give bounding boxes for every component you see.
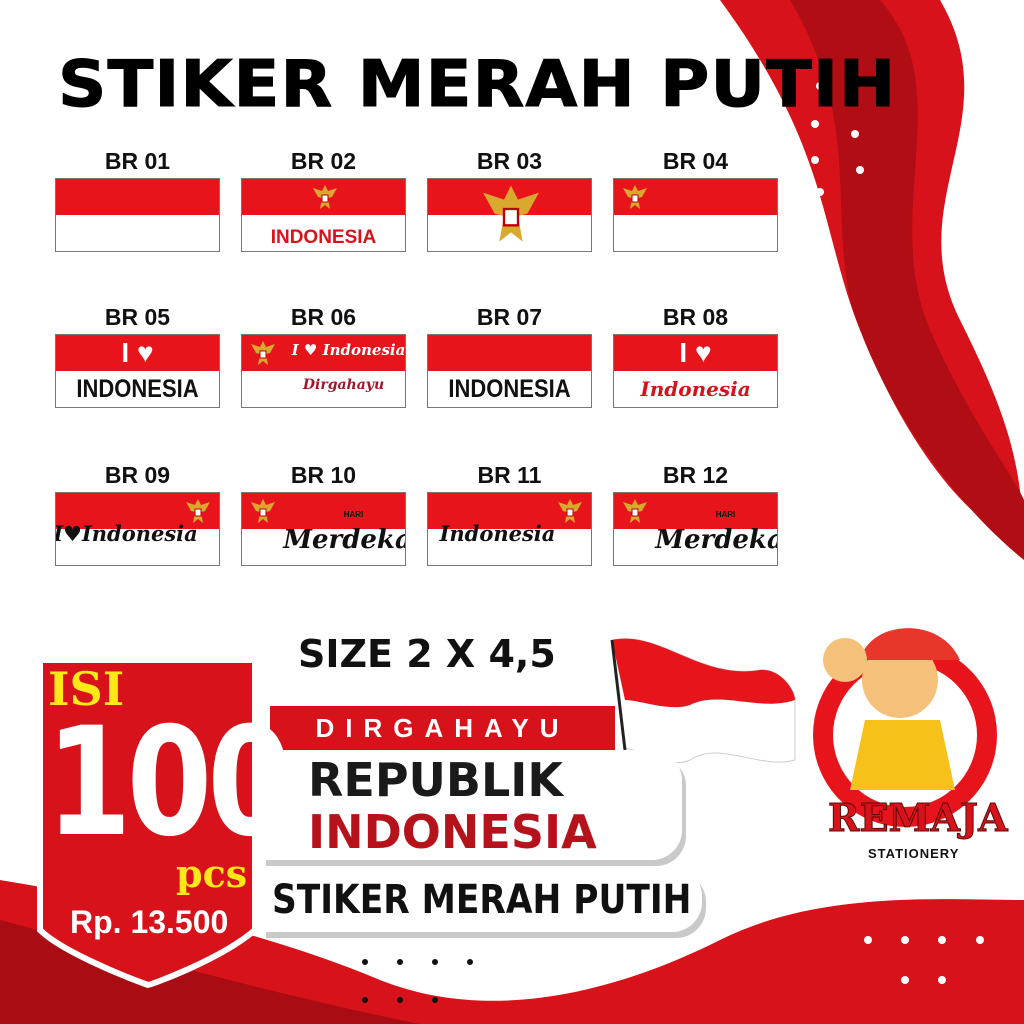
garuda-emblem-icon xyxy=(185,497,211,527)
sticker-text: I ♥ xyxy=(121,337,154,368)
sticker-code: BR 07 xyxy=(476,304,543,330)
sticker-9[interactable]: I♥Indonesia xyxy=(55,492,220,566)
sticker-10[interactable]: HARI Merdeka xyxy=(241,492,406,566)
badge-unit: pcs xyxy=(176,851,248,896)
sticker-text: HARI xyxy=(715,510,736,519)
sticker-text: Indonesia xyxy=(439,521,556,546)
garuda-emblem-icon xyxy=(622,183,648,213)
garuda-emblem-icon xyxy=(557,497,583,527)
sticker-text: Merdeka xyxy=(655,525,778,555)
badge-isi: ISI xyxy=(48,662,125,716)
sticker-code: BR 08 xyxy=(662,304,729,330)
sticker-text: Dirgahayu xyxy=(302,377,385,393)
sticker-code: BR 11 xyxy=(477,462,542,488)
sticker-2[interactable]: INDONESIA xyxy=(241,178,406,252)
banner-republik: REPUBLIK xyxy=(308,753,564,807)
garuda-emblem-icon xyxy=(250,339,276,369)
sticker-5[interactable]: I ♥ INDONESIA xyxy=(55,334,220,408)
flag-red-half xyxy=(56,335,219,371)
banner-dirgahayu: DIRGAHAYU xyxy=(270,706,615,750)
sticker-text: Indonesia xyxy=(640,377,751,401)
garuda-emblem-icon xyxy=(622,497,648,527)
sticker-text: I ♥ Indonesia xyxy=(291,341,406,359)
sticker-12[interactable]: HARI Merdeka xyxy=(613,492,778,566)
sticker-code: BR 04 xyxy=(662,148,729,174)
badge-count: 100 xyxy=(46,696,293,870)
flag-red-half xyxy=(56,179,219,215)
flag-red-half xyxy=(614,335,777,371)
sticker-text: INDONESIA xyxy=(270,227,377,248)
badge-price: Rp. 13.500 xyxy=(70,904,229,940)
garuda-emblem-icon xyxy=(471,181,551,251)
size-label: SIZE 2 X 4,5 xyxy=(298,632,556,676)
banner-indonesia: INDONESIA xyxy=(308,805,597,859)
sticker-text: I♥Indonesia xyxy=(55,521,198,546)
sticker-code: BR 03 xyxy=(476,148,543,174)
sticker-code: BR 02 xyxy=(290,148,357,174)
banner-product-name: STIKER MERAH PUTIH xyxy=(272,877,692,923)
garuda-emblem-icon xyxy=(250,497,276,527)
sticker-11[interactable]: Indonesia xyxy=(427,492,592,566)
sticker-text: Merdeka xyxy=(283,525,406,555)
sticker-text: I ♥ xyxy=(679,337,712,368)
sticker-code: BR 01 xyxy=(104,148,171,174)
sticker-code: BR 06 xyxy=(290,304,357,330)
sticker-6[interactable]: I ♥ Indonesia Dirgahayu xyxy=(241,334,406,408)
sticker-text: INDONESIA xyxy=(76,375,199,403)
logo-subtitle: STATIONERY xyxy=(868,846,960,861)
page-title: STIKER MERAH PUTIH xyxy=(57,48,897,123)
sticker-code: BR 10 xyxy=(290,462,357,488)
sticker-code: BR 12 xyxy=(662,462,729,488)
flag-red-half xyxy=(428,335,591,371)
sticker-1[interactable] xyxy=(55,178,220,252)
sticker-8[interactable]: I ♥ Indonesia xyxy=(613,334,778,408)
sticker-code: BR 09 xyxy=(104,462,171,488)
logo-name: REMAJA xyxy=(828,795,1009,840)
sticker-code: BR 05 xyxy=(104,304,171,330)
sticker-7[interactable]: INDONESIA xyxy=(427,334,592,408)
banner-panel-bottom xyxy=(262,866,702,932)
sticker-text: INDONESIA xyxy=(448,375,571,403)
garuda-emblem-icon xyxy=(312,183,338,213)
sticker-3[interactable] xyxy=(427,178,592,252)
sticker-4[interactable] xyxy=(613,178,778,252)
banner-panel xyxy=(262,750,682,860)
sticker-text: HARI xyxy=(343,510,364,519)
